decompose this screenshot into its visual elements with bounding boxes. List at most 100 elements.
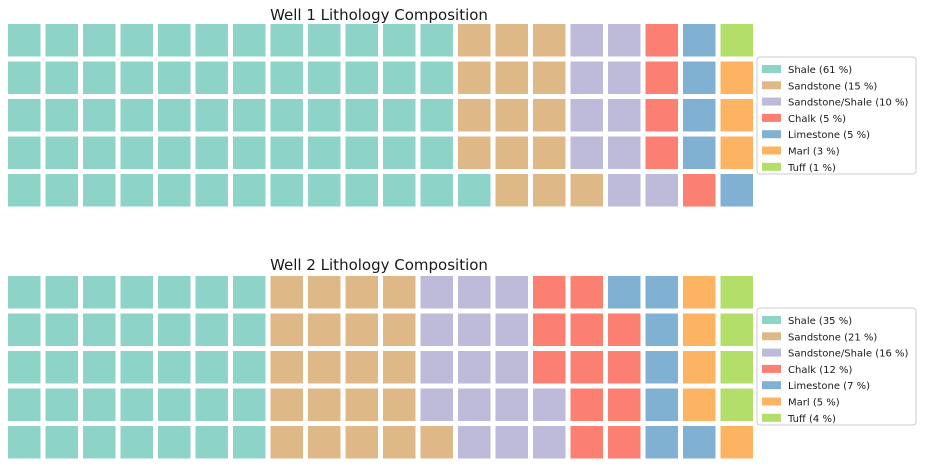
waffle-cell-shale — [158, 136, 191, 169]
legend-label: Chalk (5 %) — [788, 114, 846, 125]
waffle-cell-limestone — [683, 99, 716, 132]
waffle-cell-limestone — [645, 351, 678, 384]
waffle-cell-shale — [45, 388, 78, 421]
waffle-cell-shale — [345, 61, 378, 94]
waffle-cell-chalk — [570, 313, 603, 346]
waffle-cell-shale — [383, 174, 416, 207]
legend-swatch — [762, 81, 781, 90]
waffle-cell-shale — [383, 99, 416, 132]
waffle-cell-shale — [8, 388, 41, 421]
waffle-cell-sandstone — [533, 24, 566, 57]
waffle-cell-shale — [308, 136, 341, 169]
waffle-cell-tuff — [720, 276, 753, 309]
waffle-cell-limestone — [645, 276, 678, 309]
legend-swatch — [762, 348, 781, 357]
waffle-cell-marl — [720, 99, 753, 132]
waffle-cell-shale — [120, 136, 153, 169]
waffle-cell-shale — [233, 313, 266, 346]
waffle-cell-shale — [83, 24, 116, 57]
waffle-cell-shale — [308, 61, 341, 94]
waffle-cell-sandstone-shale — [420, 276, 453, 309]
waffle-cell-shale — [308, 99, 341, 132]
legend-swatch — [762, 397, 781, 406]
waffle-cell-shale — [270, 61, 303, 94]
waffle-cell-shale — [345, 174, 378, 207]
legend-label: Marl (5 %) — [788, 398, 840, 409]
waffle-cell-sandstone — [345, 426, 378, 459]
waffle-cell-sandstone — [270, 388, 303, 421]
waffle-cell-sandstone — [495, 99, 528, 132]
waffle-cell-sandstone-shale — [458, 313, 491, 346]
waffle-cell-shale — [158, 276, 191, 309]
waffle-cell-shale — [45, 61, 78, 94]
legend-label: Tuff (1 %) — [787, 163, 836, 174]
waffle-cell-marl — [720, 61, 753, 94]
waffle-cell-shale — [8, 99, 41, 132]
waffle-cell-shale — [233, 174, 266, 207]
waffle-cell-shale — [420, 61, 453, 94]
waffle-cell-shale — [83, 61, 116, 94]
waffle-cell-chalk — [533, 313, 566, 346]
waffle-cell-chalk — [570, 351, 603, 384]
waffle-cell-shale — [45, 174, 78, 207]
waffle-cell-sandstone — [308, 388, 341, 421]
waffle-cell-chalk — [608, 313, 641, 346]
legend-swatch — [762, 162, 781, 171]
waffle-cell-shale — [233, 99, 266, 132]
waffle-cell-sandstone — [570, 174, 603, 207]
legend-swatch — [762, 65, 781, 73]
waffle-cell-shale — [120, 351, 153, 384]
legend-swatch — [762, 364, 781, 373]
waffle-cell-tuff — [720, 351, 753, 384]
waffle-cell-shale — [270, 174, 303, 207]
waffle-cell-sandstone — [308, 426, 341, 459]
waffle-cell-sandstone-shale — [495, 388, 528, 421]
waffle-cell-chalk — [645, 136, 678, 169]
waffle-cell-marl — [683, 351, 716, 384]
waffle-cell-sandstone — [345, 388, 378, 421]
waffle-cell-shale — [158, 426, 191, 459]
waffle-cell-shale — [458, 174, 491, 207]
waffle-cell-shale — [83, 136, 116, 169]
waffle-cell-limestone — [683, 426, 716, 459]
waffle-cell-sandstone — [308, 351, 341, 384]
waffle-cell-shale — [120, 24, 153, 57]
waffle-cell-sandstone-shale — [420, 313, 453, 346]
waffle-cell-shale — [8, 351, 41, 384]
legend-label: Limestone (7 %) — [788, 381, 870, 392]
waffle-cell-sandstone-shale — [495, 313, 528, 346]
waffle-cell-chalk — [608, 388, 641, 421]
waffle-cell-shale — [195, 174, 228, 207]
waffle-cell-sandstone-shale — [570, 24, 603, 57]
legend-label: Shale (61 %) — [788, 65, 852, 76]
waffle-cell-shale — [420, 136, 453, 169]
waffle-cell-shale — [233, 351, 266, 384]
waffle-cell-chalk — [608, 351, 641, 384]
waffle-cell-shale — [195, 24, 228, 57]
waffle-cell-sandstone — [308, 313, 341, 346]
waffle-cell-limestone — [683, 136, 716, 169]
waffle-cell-shale — [120, 388, 153, 421]
waffle-cell-sandstone — [458, 99, 491, 132]
waffle-cell-shale — [8, 136, 41, 169]
waffle-cell-shale — [195, 388, 228, 421]
waffle-cell-shale — [83, 174, 116, 207]
waffle-cell-chalk — [645, 24, 678, 57]
waffle-cell-chalk — [533, 276, 566, 309]
waffle-cell-shale — [270, 24, 303, 57]
waffle-cell-shale — [195, 276, 228, 309]
legend-swatch — [762, 413, 781, 422]
waffle-cell-sandstone — [420, 426, 453, 459]
waffle-cell-shale — [8, 313, 41, 346]
waffle-cell-limestone — [683, 61, 716, 94]
waffle-cell-shale — [383, 61, 416, 94]
waffle-cell-shale — [158, 174, 191, 207]
waffle-cell-shale — [120, 426, 153, 459]
waffle-cell-sandstone-shale — [570, 99, 603, 132]
waffle-cell-shale — [270, 99, 303, 132]
waffle-cell-marl — [720, 136, 753, 169]
waffle-cell-sandstone-shale — [645, 174, 678, 207]
waffle-cell-sandstone-shale — [533, 388, 566, 421]
legend-label: Sandstone (15 %) — [788, 81, 877, 92]
legend-label: Limestone (5 %) — [788, 130, 870, 141]
